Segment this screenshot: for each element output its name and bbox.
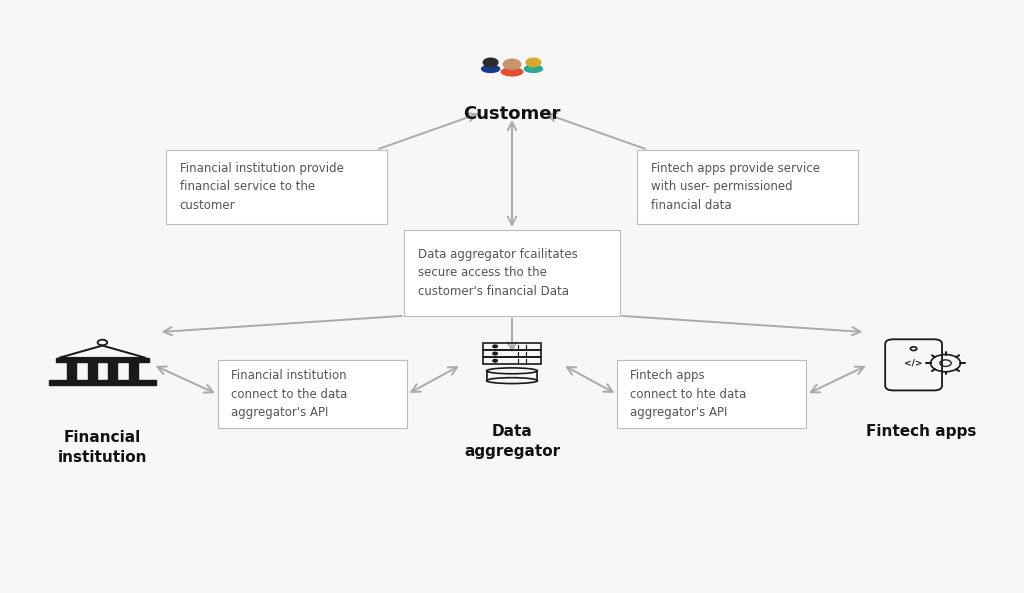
FancyBboxPatch shape	[55, 358, 150, 362]
Circle shape	[483, 58, 498, 66]
FancyBboxPatch shape	[637, 149, 857, 224]
Text: </>: </>	[904, 359, 923, 368]
Ellipse shape	[502, 68, 522, 76]
Circle shape	[526, 58, 541, 66]
Text: Fintech apps
connect to hte data
aggregator's API: Fintech apps connect to hte data aggrega…	[630, 369, 746, 419]
FancyBboxPatch shape	[68, 362, 76, 380]
Circle shape	[493, 345, 498, 347]
Text: Customer: Customer	[463, 106, 561, 123]
FancyBboxPatch shape	[167, 149, 387, 224]
FancyBboxPatch shape	[129, 362, 137, 380]
Circle shape	[493, 352, 498, 355]
FancyBboxPatch shape	[88, 362, 96, 380]
Ellipse shape	[524, 65, 543, 72]
Text: Financial institution
connect to the data
aggregator's API: Financial institution connect to the dat…	[231, 369, 347, 419]
Text: Financial institution provide
financial service to the
customer: Financial institution provide financial …	[180, 162, 344, 212]
Text: Financial
institution: Financial institution	[57, 430, 147, 465]
Circle shape	[493, 359, 498, 362]
Text: Fintech apps provide service
with user- permissioned
financial data: Fintech apps provide service with user- …	[651, 162, 820, 212]
FancyBboxPatch shape	[404, 229, 620, 315]
Ellipse shape	[481, 65, 500, 72]
Circle shape	[503, 59, 521, 69]
FancyBboxPatch shape	[49, 380, 156, 385]
Text: Data aggregator fcailitates
secure access tho the
customer's financial Data: Data aggregator fcailitates secure acces…	[418, 248, 578, 298]
Text: Fintech apps: Fintech apps	[866, 424, 977, 439]
FancyBboxPatch shape	[109, 362, 117, 380]
FancyBboxPatch shape	[616, 361, 806, 428]
Text: Data
aggregator: Data aggregator	[464, 424, 560, 459]
FancyBboxPatch shape	[217, 361, 407, 428]
